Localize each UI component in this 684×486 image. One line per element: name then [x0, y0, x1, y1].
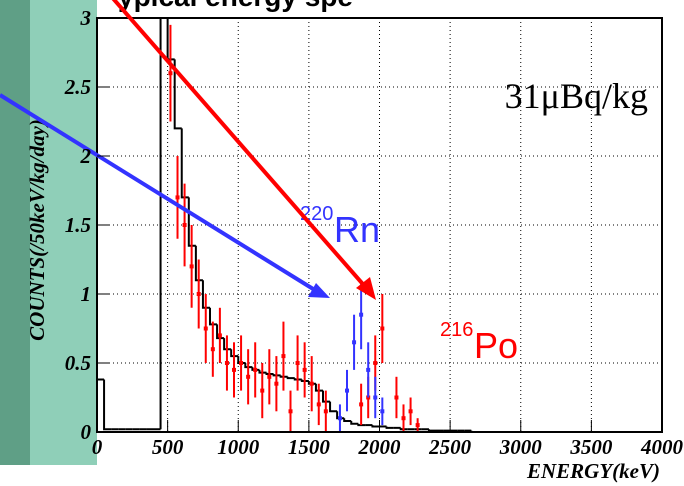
- histogram-bin: [159, 18, 162, 430]
- y-tick-label: 0.5: [65, 351, 91, 375]
- histogram-bin: [173, 59, 182, 130]
- histogram-bin: [244, 363, 253, 369]
- histogram-bin: [427, 429, 436, 432]
- data-point: [401, 416, 406, 421]
- histogram-bin: [371, 425, 380, 428]
- y-tick-label: 1.5: [65, 213, 91, 237]
- histogram-bin: [322, 390, 331, 403]
- data-point: [352, 340, 357, 345]
- histogram-bin: [272, 374, 281, 377]
- histogram-bin: [357, 423, 366, 427]
- data-point: [359, 402, 364, 407]
- y-tick-label: 2.5: [64, 75, 91, 99]
- histogram-bin: [230, 349, 239, 358]
- data-point: [168, 71, 173, 76]
- data-point: [380, 326, 385, 331]
- data-point: [288, 409, 293, 414]
- data-point: [415, 423, 420, 428]
- data-point: [373, 395, 378, 400]
- data-point: [345, 388, 350, 393]
- histogram-bin: [329, 401, 338, 413]
- data-point: [373, 361, 378, 365]
- y-tick-label: 3: [80, 6, 92, 30]
- data-point: [217, 333, 222, 338]
- histogram-bin: [194, 245, 203, 282]
- x-tick-label: 0: [92, 435, 103, 459]
- data-point: [302, 367, 307, 372]
- x-axis-label: ENERGY(keV): [526, 459, 660, 483]
- x-tick-label: 2000: [358, 435, 402, 459]
- y-tick-label: 0: [81, 420, 92, 444]
- x-tick-label: 4000: [640, 435, 684, 459]
- data-point: [239, 361, 244, 365]
- x-tick-label: 1000: [217, 435, 260, 459]
- x-tick-label: 3500: [569, 435, 613, 459]
- x-tick-label: 1500: [288, 435, 331, 459]
- histogram-bin: [265, 372, 274, 376]
- histogram-bin: [103, 379, 112, 431]
- histogram-bin: [343, 418, 352, 422]
- arrow: [0, 93, 330, 298]
- annotation-symbol: Po: [474, 325, 518, 366]
- x-tick-label: 3000: [499, 435, 543, 459]
- x-tick-label: 2500: [428, 435, 472, 459]
- x-tick-label: 500: [152, 435, 184, 459]
- histogram-bin: [293, 378, 302, 381]
- y-axis-label: COUNTS(/50keV/kg/day): [25, 119, 49, 341]
- data-point: [260, 388, 265, 393]
- y-tick-label: 2: [80, 144, 92, 168]
- annotation-symbol: Rn: [334, 209, 380, 250]
- histogram-bin: [201, 280, 210, 309]
- data-point: [210, 347, 215, 352]
- arrow: [111, 0, 376, 300]
- histogram-bin: [216, 324, 225, 340]
- histogram-bin: [399, 427, 408, 431]
- data-point: [295, 361, 300, 365]
- data-point: [253, 367, 258, 372]
- y-tick-label: 1: [81, 282, 92, 306]
- data-point: [316, 402, 321, 407]
- histogram-bin: [97, 378, 105, 432]
- histogram-bin: [279, 375, 288, 378]
- data-point: [182, 223, 187, 227]
- annotation-mass: 216: [440, 319, 473, 341]
- histogram-bin: [180, 128, 189, 199]
- histogram-bin: [258, 369, 267, 374]
- data-point: [281, 354, 286, 359]
- histogram-bin: [350, 420, 359, 425]
- data-point: [337, 416, 342, 421]
- data-point: [359, 312, 364, 317]
- data-point: [408, 409, 413, 414]
- data-point: [175, 195, 180, 200]
- data-point: [309, 381, 314, 386]
- background-photo-shade: [0, 0, 30, 465]
- data-point: [274, 381, 279, 386]
- histogram-bin: [209, 307, 218, 326]
- histogram-bin: [385, 426, 394, 429]
- data-point: [196, 292, 201, 296]
- histogram-bin: [223, 338, 232, 351]
- slide-title: ypical energy spe: [118, 0, 353, 12]
- histogram-bin: [286, 376, 295, 380]
- histogram-bin: [314, 383, 323, 392]
- data-point: [232, 367, 237, 372]
- data-point: [323, 409, 328, 414]
- data-point: [394, 395, 399, 400]
- data-point: [267, 374, 272, 379]
- data-point: [189, 264, 194, 269]
- data-point: [380, 409, 385, 414]
- data-point: [203, 326, 208, 331]
- data-point: [246, 374, 251, 379]
- data-point: [224, 361, 229, 365]
- activity-label: 31μBq/kg: [505, 76, 648, 116]
- histogram-bin: [300, 379, 309, 382]
- annotation-mass: 220: [300, 203, 333, 225]
- data-point: [366, 367, 371, 372]
